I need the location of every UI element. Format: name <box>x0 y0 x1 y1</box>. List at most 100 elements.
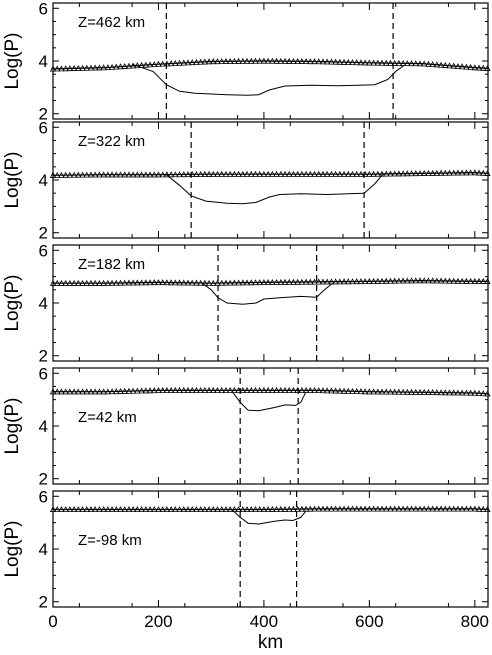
triangle-point <box>142 61 149 68</box>
triangle-point <box>480 390 487 397</box>
triangle-point <box>62 388 69 395</box>
triangle-point <box>286 387 293 394</box>
triangle-point <box>484 506 491 513</box>
triangle-point <box>264 387 272 394</box>
triangle-point <box>480 169 487 176</box>
triangle-point <box>433 61 441 68</box>
triangle-point <box>361 505 369 512</box>
triangle-point <box>370 59 377 66</box>
triangle-point <box>193 506 200 513</box>
triangle-point <box>193 58 200 65</box>
triangle-point <box>286 505 293 512</box>
triangle-point <box>235 57 242 64</box>
triangle-point <box>248 279 255 286</box>
x-tick-label: 200 <box>144 612 172 631</box>
triangle-point <box>391 505 398 512</box>
triangle-point <box>328 505 335 512</box>
triangle-point <box>163 279 171 286</box>
triangle-point <box>108 171 116 178</box>
triangle-point <box>117 279 124 286</box>
triangle-point <box>159 171 166 178</box>
triangle-point <box>218 279 225 286</box>
triangle-point <box>58 506 65 513</box>
triangle-point <box>442 389 449 396</box>
triangle-point <box>70 388 78 395</box>
triangle-point <box>54 506 61 513</box>
triangle-point <box>294 505 301 512</box>
triangle-point <box>421 277 428 284</box>
triangle-point <box>210 279 217 286</box>
triangle-point <box>239 387 246 394</box>
y-axis-label: Log(P) <box>2 520 23 577</box>
triangle-point <box>180 171 187 178</box>
triangle-point <box>416 388 424 395</box>
triangle-point <box>383 59 390 66</box>
triangle-point <box>399 505 407 512</box>
triangle-point <box>416 60 424 67</box>
triangle-point <box>433 505 441 512</box>
triangle-point <box>113 279 120 286</box>
triangle-point <box>151 61 158 68</box>
triangle-point <box>421 60 428 67</box>
triangle-point <box>480 505 487 512</box>
triangle-point <box>239 170 246 177</box>
triangle-point <box>104 388 112 395</box>
triangle-point <box>404 505 411 512</box>
triangle-point <box>100 64 107 71</box>
triangle-point <box>408 388 415 395</box>
series-line <box>203 282 333 305</box>
triangle-point <box>163 506 171 513</box>
triangle-point <box>239 57 246 64</box>
triangle-point <box>222 387 230 394</box>
triangle-point <box>412 60 419 67</box>
triangle-point <box>378 277 386 284</box>
triangle-point <box>252 279 259 286</box>
triangle-point <box>184 279 192 286</box>
triangle-point <box>454 389 462 396</box>
triangle-point <box>450 505 457 512</box>
triangle-point <box>412 388 419 395</box>
triangle-point <box>319 278 327 285</box>
triangle-point <box>117 506 124 513</box>
triangle-point <box>58 388 65 395</box>
triangle-point <box>269 57 276 64</box>
triangle-point <box>357 278 365 285</box>
y-tick-label: 6 <box>39 487 48 506</box>
triangle-point <box>311 278 318 285</box>
triangle-point <box>193 387 200 394</box>
triangle-point <box>412 277 419 284</box>
triangle-point <box>429 505 436 512</box>
triangle-point <box>332 387 339 394</box>
triangle-point <box>129 171 137 178</box>
triangle-point <box>243 506 251 513</box>
triangle-point <box>138 506 145 513</box>
triangle-point <box>446 389 453 396</box>
triangle-point <box>454 62 462 69</box>
triangle-point <box>264 506 272 513</box>
triangle-point <box>134 171 141 178</box>
triangle-point <box>353 505 360 512</box>
triangle-point <box>458 63 466 70</box>
triangle-point <box>214 279 221 286</box>
triangle-point <box>437 505 445 512</box>
triangle-point <box>138 171 145 178</box>
panel-label: Z=-98 km <box>78 532 142 549</box>
triangle-point <box>281 387 289 394</box>
triangle-point <box>383 277 390 284</box>
y-axis-label: Log(P) <box>2 274 23 331</box>
triangle-point <box>104 506 112 513</box>
triangle-point <box>117 388 124 394</box>
triangle-point <box>340 58 348 65</box>
triangle-point <box>214 506 221 513</box>
triangle-point <box>298 170 306 177</box>
triangle-point <box>163 387 171 394</box>
triangle-point <box>134 279 141 286</box>
triangle-point <box>222 506 230 513</box>
triangle-point <box>184 506 192 513</box>
triangle-point <box>302 58 310 65</box>
triangle-point <box>366 505 373 512</box>
triangle-point <box>226 57 234 64</box>
triangle-point <box>83 64 90 71</box>
triangle-point <box>201 58 209 65</box>
triangle-point <box>142 279 149 286</box>
